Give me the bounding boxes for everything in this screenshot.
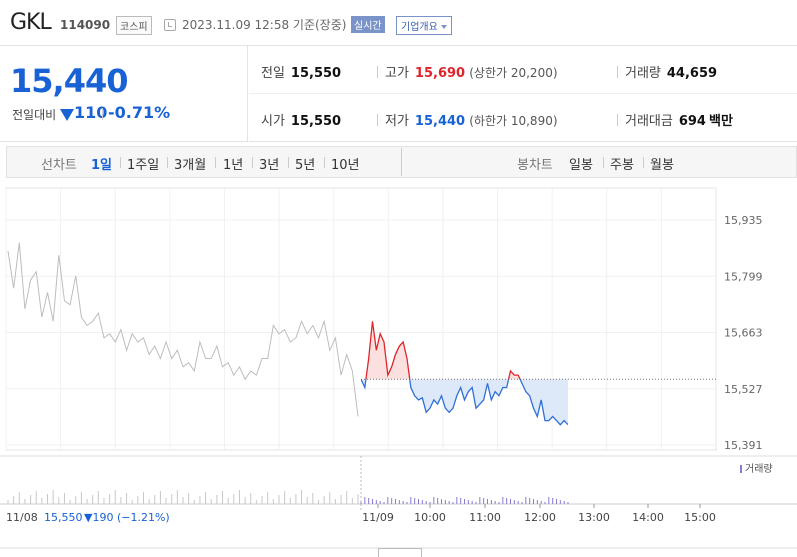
prev-day-change: ▼190 (−1.21%) [84,511,170,524]
clock-icon [164,19,176,31]
prev-close: 전일 15,550 [261,62,341,81]
tab-5y[interactable]: 5년 [295,158,316,173]
prev-day-date: 11/08 [6,511,38,524]
divider [167,157,168,168]
low-value: 15,440 [414,114,466,129]
divider [215,157,216,168]
tab-3m[interactable]: 3개월 [174,158,207,173]
divider [643,157,644,168]
divider [120,157,121,168]
chart-period-tabs: 선차트 1일 1주일 3개월 1년 3년 5년 10년 봉차트 일봉 주봉 월봉 [6,146,797,178]
line-chart-label: 선차트 [41,158,77,173]
intraday-chart-svg: 15,935 15,799 15,663 15,527 15,391 거래량 11/09 10… [0,187,797,549]
current-price: 15,440 [10,62,128,100]
divider [249,93,797,94]
price-change-pct: -0.71% [108,103,171,122]
trade-amount-unit: 백만 [708,114,733,129]
x-tick-label: 11/09 [362,511,394,524]
x-tick-label: 13:00 [578,511,610,524]
divider [377,66,378,78]
divider [617,114,618,126]
volume: 거래량 44,659 [625,62,717,81]
divider [603,157,604,168]
x-tick-label: 15:00 [684,511,716,524]
volume-legend-swatch [740,465,742,473]
tab-daily[interactable]: 일봉 [569,158,593,173]
high-label: 고가 [385,66,409,81]
prev-close-value: 15,550 [290,66,342,81]
compare-label: 전일대비 [12,108,57,122]
today-line-up [361,321,521,380]
chevron-down-icon [440,25,447,29]
divider [324,157,325,168]
x-tick-label: 11:00 [469,511,501,524]
lower-limit: (하한가 10,890) [469,114,558,128]
today-line-down [361,379,568,426]
down-triangle-icon [60,109,74,121]
prev-day-close: 15,550 [44,511,83,524]
high-price: 고가 15,690 (상한가 20,200) [385,62,558,81]
low-label: 저가 [385,114,409,129]
tab-3y[interactable]: 3년 [259,158,280,173]
prev-day-line [7,242,359,417]
upper-limit: (상한가 20,200) [469,66,558,80]
tab-1w[interactable]: 1주일 [127,158,160,173]
volume-label: 거래량 [625,66,661,81]
y-tick-label: 15,527 [724,383,763,396]
tab-weekly[interactable]: 주봉 [610,158,634,173]
market-badge: 코스피 [116,16,152,35]
price-summary-grid: 전일 15,550 고가 15,690 (상한가 20,200) 거래량 44,659… [249,46,797,142]
divider [102,108,103,120]
divider [252,157,253,168]
tab-1d[interactable]: 1일 [91,158,113,173]
candle-chart-label: 봉차트 [517,158,553,173]
volume-value: 44,659 [666,66,718,81]
company-info-dropdown[interactable]: 기업개요 [396,16,452,35]
current-price-panel: 15,440 전일대비 110 -0.71% [0,46,248,142]
divider [617,66,618,78]
trade-amount-label: 거래대금 [625,114,673,129]
company-info-label: 기업개요 [401,22,438,33]
y-tick-label: 15,935 [724,214,763,227]
stock-code: 114090 [60,18,111,32]
y-tick-label: 15,799 [724,270,763,283]
chart-toggle-handle[interactable] [378,548,422,557]
volume-legend-label: 거래량 [745,463,773,475]
y-tick-label: 15,391 [724,439,763,452]
tab-10y[interactable]: 10년 [331,158,360,173]
low-price: 저가 15,440 (하한가 10,890) [385,110,558,129]
plot-frame [5,187,717,451]
high-value: 15,690 [414,66,466,81]
realtime-button[interactable]: 실시간 [351,16,385,33]
y-tick-label: 15,663 [724,327,763,340]
tab-monthly[interactable]: 월봉 [650,158,674,173]
x-tick-label: 10:00 [414,511,446,524]
today-area-fill-up [361,321,568,380]
stock-name: GKL [10,10,52,35]
open-price: 시가 15,550 [261,110,341,129]
trade-amount: 거래대금 694 백만 [625,110,733,129]
x-tick-label: 14:00 [632,511,664,524]
divider [377,114,378,126]
open-label: 시가 [261,114,285,129]
stock-header: GKL 114090 코스피 2023.11.09 12:58 기준(장중) 실… [0,0,797,46]
divider [288,157,289,168]
tab-1y[interactable]: 1년 [223,158,244,173]
open-value: 15,550 [290,114,342,129]
divider [401,148,402,176]
trade-amount-value: 694 [678,114,706,129]
quote-datetime: 2023.11.09 12:58 기준(장중) [182,18,347,32]
intraday-chart[interactable]: 15,935 15,799 15,663 15,527 15,391 거래량 11/09 10… [0,178,797,557]
prev-close-label: 전일 [261,66,285,81]
x-tick-label: 12:00 [524,511,556,524]
price-change: 110 [74,103,108,122]
